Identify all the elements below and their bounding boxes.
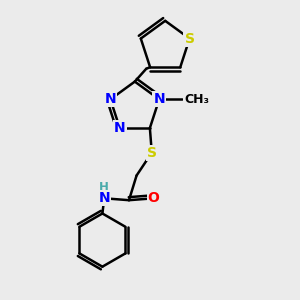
Text: O: O bbox=[148, 191, 160, 205]
Text: N: N bbox=[98, 191, 110, 205]
Text: CH₃: CH₃ bbox=[184, 93, 209, 106]
Text: N: N bbox=[105, 92, 116, 106]
Text: S: S bbox=[184, 32, 195, 46]
Text: N: N bbox=[114, 121, 125, 135]
Text: S: S bbox=[147, 146, 157, 160]
Text: N: N bbox=[153, 92, 165, 106]
Text: H: H bbox=[98, 181, 108, 194]
